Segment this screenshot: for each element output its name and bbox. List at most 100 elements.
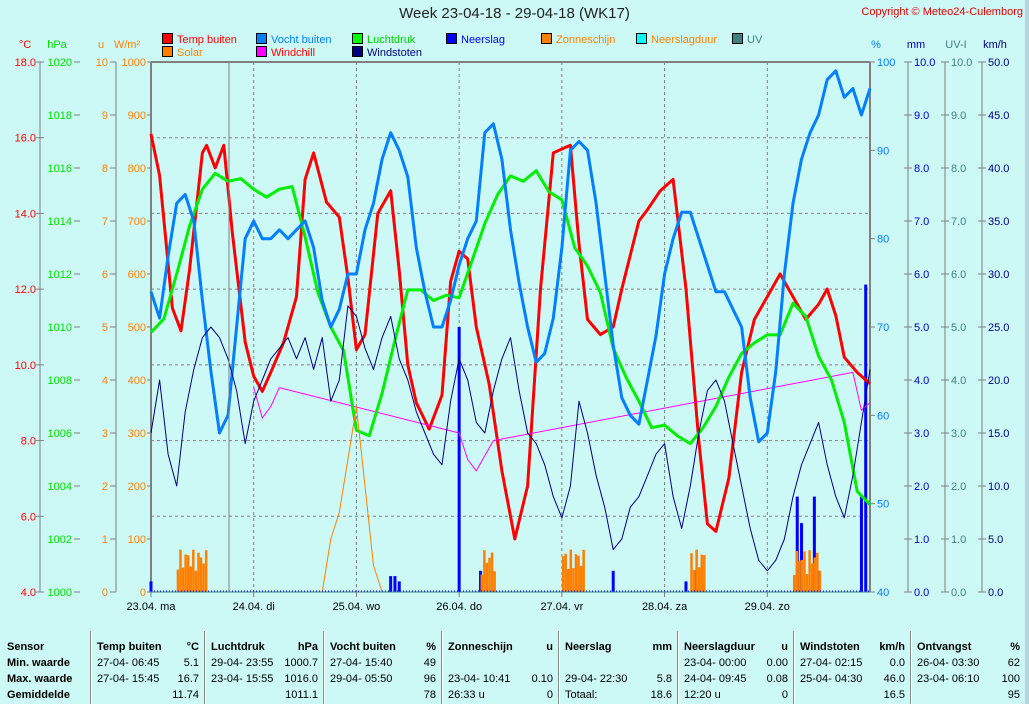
sunshine-bar <box>179 549 182 592</box>
rain-tick-label: 6.0 <box>914 269 929 281</box>
x-tick-label: 29.04. zo <box>745 601 790 613</box>
humidity-tick-label: 100 <box>877 57 895 69</box>
rain-tick-label: 5.0 <box>914 322 929 334</box>
uv-tick-label: 9.0 <box>951 110 966 122</box>
stats-avg-value: 16.5 <box>883 689 905 701</box>
sunhours-unit-label: u <box>98 39 104 51</box>
solar-tick-label: 500 <box>128 322 146 334</box>
temp-tick-label: 6.0 <box>21 511 36 523</box>
temp-tick-label: 14.0 <box>15 208 36 220</box>
stats-label-sensor: Sensor <box>7 641 45 653</box>
stats-min-value: 5.1 <box>183 657 199 669</box>
sunshine-bar <box>181 567 185 592</box>
stats-min-time: 27-04- 02:15 <box>800 657 863 669</box>
sunshine-bar <box>800 559 804 592</box>
sunhours-tick-label: 3 <box>102 428 108 440</box>
legend-swatch <box>446 33 457 44</box>
pressure-tick-label: 1016 <box>48 163 72 175</box>
sunshine-bar <box>204 550 208 592</box>
sunshine-bar <box>176 569 180 592</box>
series-temp-buiten <box>149 133 871 541</box>
sunshine-bar <box>805 573 809 592</box>
sunshine-bar <box>566 568 570 592</box>
legend-swatch <box>162 33 173 44</box>
sunhours-tick-label: 1 <box>102 534 108 546</box>
rain-tick-label: 10.0 <box>914 57 935 69</box>
stats-unit: % <box>426 641 436 653</box>
stats-unit: hPa <box>297 641 318 653</box>
humidity-tick-label: 70 <box>877 322 889 334</box>
uv-tick-label: 6.0 <box>951 269 966 281</box>
humidity-tick-label: 40 <box>877 587 889 599</box>
stats-max-value: 16.7 <box>177 673 199 685</box>
legend-item-windchill: Windchill <box>256 46 315 59</box>
legend-swatch <box>352 46 363 57</box>
legend-label: Luchtdruk <box>367 34 416 46</box>
sunshine-bar <box>798 560 801 592</box>
sunshine-bar <box>577 555 580 592</box>
rain-bar <box>859 496 863 592</box>
humidity-tick-label: 90 <box>877 145 889 157</box>
legend-item-luchtdruk: Luchtdruk <box>352 33 415 46</box>
stats-min-time: 26-04- 03:30 <box>917 657 980 669</box>
temp-tick-label: 16.0 <box>15 133 36 145</box>
legend-label: Neerslagduur <box>651 34 718 46</box>
stats-min-time: 27-04- 15:40 <box>330 657 393 669</box>
uv-tick-label: 10.0 <box>951 57 972 69</box>
stats-column-temp-buiten: Temp buiten °C 27-04- 06:45 5.1 27-04- 15:45… <box>90 631 205 704</box>
rain-bar <box>684 581 688 592</box>
stats-min-value: 62 <box>1007 657 1020 669</box>
sunshine-bar <box>189 566 193 592</box>
legend-label: Solar <box>177 47 203 59</box>
stats-max-value: 46.0 <box>883 673 905 685</box>
rain-tick-label: 7.0 <box>914 216 929 228</box>
rain-bar <box>457 327 461 592</box>
sunshine-bar <box>808 550 811 592</box>
sunshine-bar <box>697 567 701 592</box>
stats-max-time: 23-04- 15:55 <box>211 673 274 685</box>
solar-tick-label: 200 <box>128 481 146 493</box>
sunshine-bar <box>803 551 806 592</box>
uv-tick-label: 8.0 <box>951 163 966 175</box>
sunshine-bar <box>810 563 814 592</box>
sunhours-tick-label: 10 <box>96 57 108 69</box>
stats-avg-time: Totaal: <box>565 689 598 701</box>
wind-tick-label: 10.0 <box>988 481 1009 493</box>
pressure-tick-label: 1020 <box>48 57 72 69</box>
stats-max-value: 5.8 <box>656 673 672 685</box>
legend-item-uv: UV <box>732 33 762 46</box>
copyright-text: Copyright © Meteo24-Culemborg <box>861 6 1023 18</box>
temp-tick-label: 4.0 <box>21 587 36 599</box>
stats-unit: u <box>781 641 788 653</box>
pressure-tick-label: 1006 <box>48 428 72 440</box>
stats-column-neerslagduur: Neerslagduur u 23-04- 00:00 0.00 24-04- 09:4… <box>677 631 794 704</box>
legend-swatch <box>732 33 743 44</box>
rain-tick-label: 4.0 <box>914 375 929 387</box>
sunshine-bar <box>579 565 583 592</box>
stats-avg-value: 95 <box>1007 689 1020 701</box>
wind-tick-label: 45.0 <box>988 110 1009 122</box>
wind-tick-label: 20.0 <box>988 375 1009 387</box>
stats-row-labels: Sensor Min. waarde Max. waarde Gemiddeld… <box>0 631 90 704</box>
stats-max-value: 1016.0 <box>284 673 318 685</box>
sunshine-bar <box>490 552 494 592</box>
sunshine-bar <box>564 553 567 592</box>
stats-max-time: 29-04- 05:50 <box>330 673 393 685</box>
temp-tick-label: 12.0 <box>15 284 36 296</box>
rain-tick-label: 2.0 <box>914 481 929 493</box>
wind-tick-label: 35.0 <box>988 216 1009 228</box>
sunshine-bar <box>818 570 822 592</box>
legend-item-zonneschijn: Zonneschijn <box>541 33 615 46</box>
stats-min-time: 29-04- 23:55 <box>211 657 274 669</box>
uv-tick-label: 5.0 <box>951 322 966 334</box>
sunshine-bar <box>186 555 190 592</box>
stats-column-vocht-buiten: Vocht buiten% 27-04- 15:40 49 29-04- 05:50 9… <box>323 631 442 704</box>
sunhours-tick-label: 5 <box>102 322 108 334</box>
stats-unit: km/h <box>879 641 905 653</box>
wind-tick-label: 50.0 <box>988 57 1009 69</box>
rain-tick-label: 0.0 <box>914 587 929 599</box>
rain-tick-label: 1.0 <box>914 534 929 546</box>
legend-label: UV <box>747 34 763 46</box>
sunshine-bar <box>816 552 819 592</box>
rain-tick-label: 9.0 <box>914 110 929 122</box>
